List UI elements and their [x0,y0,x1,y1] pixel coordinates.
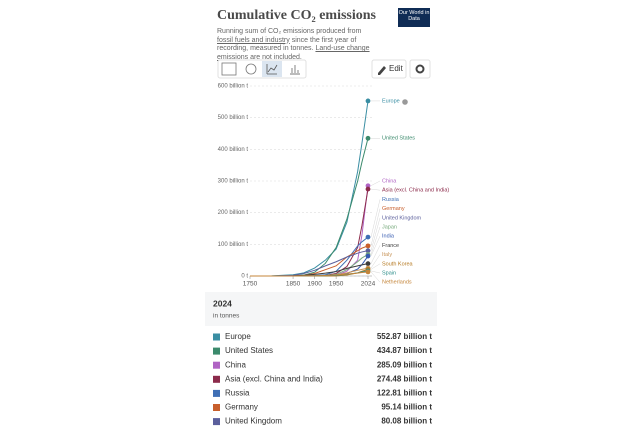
end-point [365,183,371,189]
table-value: 95.14 billion t [381,403,432,412]
label-leader [370,245,381,264]
legend-swatch [213,361,220,369]
x-tick-label: 1900 [307,281,322,288]
end-point [365,186,371,192]
series-line [249,100,369,277]
series-line [250,188,369,277]
series-label: South Korea [382,261,414,267]
x-tick-label: 2024 [361,281,376,288]
settings-button[interactable] [409,59,431,79]
label-leader [370,199,381,238]
series-line [250,271,369,277]
table-name: Germany [225,403,258,412]
end-point [365,248,371,254]
label-leader [370,217,381,251]
legend-swatch [213,347,220,355]
table-value: 122.81 billion t [377,389,432,398]
label-leader [370,180,381,186]
label-leader [370,208,381,246]
series-label: United States [382,136,415,142]
label-leader [370,271,381,283]
label-leader [370,188,381,191]
table-tab[interactable] [221,62,237,76]
label-leader [370,236,381,257]
series-line [250,185,369,277]
bar-tab[interactable] [290,65,300,75]
series-label: Europe [382,98,400,104]
table-name: Asia (excl. China and India) [225,374,323,383]
table-value: 274.48 billion t [377,374,432,383]
label-leader [370,226,381,255]
series-label: China [382,178,397,184]
table-value: 80.08 billion t [381,417,432,426]
end-point [365,243,371,249]
end-point [365,98,371,104]
table-unit: in tonnes [213,313,240,320]
end-point [365,234,371,240]
y-tick-label: 0 t [241,274,248,280]
legend-swatch [213,418,220,426]
series-label: Japan [382,224,397,230]
title: Cumulative CO₂ emissions [217,8,376,23]
subtitle: Running sum of CO₂ emissions produced fr… [217,28,377,62]
label-leader [370,263,381,270]
subtitle-text: Running sum of CO₂ emissions produced fr… [217,28,362,35]
series-line [250,254,369,277]
table-name: United Kingdom [225,417,282,426]
series-label: Asia (excl. China and India) [382,188,449,194]
end-point [365,261,371,267]
series-label: Netherlands [382,280,412,286]
y-tick-label: 300 billion t [218,179,249,185]
chart-tab-icon [267,64,278,75]
info-icon[interactable] [402,99,408,105]
table-value: 552.87 billion t [377,332,432,341]
legend-swatch [213,333,220,341]
label-leader [370,270,381,274]
x-tick-label: 1850 [286,281,301,288]
toolbar: Edit [217,59,431,79]
legend-swatch [213,404,220,411]
table-value: 434.87 billion t [377,346,432,355]
subtitle-text: are not included. [248,53,302,61]
series-label: India [382,234,395,240]
table-value: 285.09 billion t [377,360,432,369]
table-body [205,326,437,427]
label-leader [370,254,381,269]
series-label: United Kingdom [382,215,422,221]
link[interactable]: fossil fuels and industry [217,36,290,44]
series-label: Spain [382,270,396,276]
series-label: Germany [382,206,405,212]
legend-swatch [213,375,220,383]
y-tick-label: 600 billion t [218,84,249,90]
legend-swatch [213,389,220,397]
table-year: 2024 [213,298,232,308]
series-label: France [382,243,399,249]
table-name: Russia [225,389,250,398]
end-point [365,269,371,275]
y-tick-label: 200 billion t [218,210,249,216]
x-tick-label: 1950 [329,281,344,288]
series-line [250,255,369,277]
end-point [365,135,371,141]
edit-icon [378,66,386,75]
table-name: China [225,360,246,369]
logo[interactable]: Our World in Data [398,8,430,27]
subtitle-text: since the first year of recording, measu… [217,36,357,53]
y-tick-label: 100 billion t [218,242,249,248]
settings-icon [415,64,425,74]
edit-label[interactable]: Edit [389,64,404,73]
series-label: Russia [382,197,400,203]
y-tick-label: 400 billion t [218,147,249,153]
map-tab[interactable] [245,63,257,75]
table-name: United States [225,346,273,355]
series-label: Italy [382,252,392,258]
end-point [365,253,371,259]
link[interactable]: Land-use change emissions [217,45,370,61]
y-tick-label: 500 billion t [218,115,249,121]
table-name: Europe [225,332,251,341]
x-tick-label: 1750 [243,281,258,288]
